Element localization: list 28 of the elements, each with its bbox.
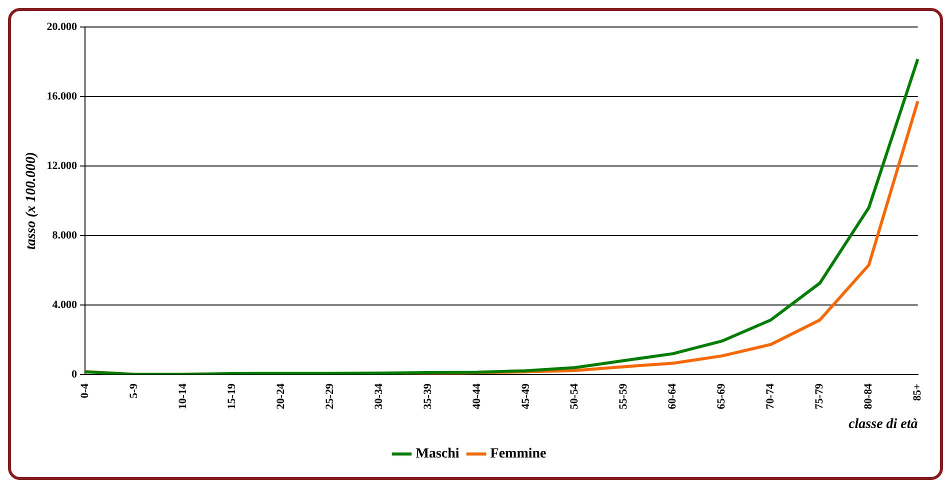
x-tick-label: 70-74 xyxy=(764,383,777,410)
x-tick-label: 40-44 xyxy=(470,383,483,410)
x-tick-label: 15-19 xyxy=(226,383,238,410)
x-axis-title: classe di età xyxy=(848,417,918,432)
y-tick-label: 0 xyxy=(72,368,78,380)
x-tick-label: 35-39 xyxy=(422,383,434,410)
x-tick-label: 20-24 xyxy=(274,383,287,410)
x-tick-label: 0-4 xyxy=(78,383,91,398)
x-tick-label: 85+ xyxy=(912,384,924,401)
x-tick-label: 50-54 xyxy=(568,383,581,410)
y-tick-label: 20.000 xyxy=(46,20,78,33)
x-tick-label: 60-64 xyxy=(666,383,679,410)
x-tick-label: 10-14 xyxy=(176,383,189,410)
y-tick-label: 4.000 xyxy=(52,298,78,311)
x-tick-label: 80-84 xyxy=(862,383,875,410)
y-tick-label: 12.000 xyxy=(46,160,78,172)
y-axis-title: tasso (x 100.000) xyxy=(24,152,40,250)
x-tick-label: 75-79 xyxy=(814,383,826,410)
x-tick-label: 45-49 xyxy=(520,383,532,410)
y-tick-label: 8.000 xyxy=(52,229,78,242)
x-tick-label: 25-29 xyxy=(324,383,336,410)
x-tick-label: 30-34 xyxy=(372,383,385,410)
y-tick-label: 16.000 xyxy=(46,90,78,102)
legend-label: Femmine xyxy=(490,446,546,462)
x-tick-label: 65-69 xyxy=(716,383,728,410)
x-tick-label: 55-59 xyxy=(618,383,630,410)
x-tick-label: 5-9 xyxy=(128,383,140,398)
legend-label: Maschi xyxy=(416,446,460,462)
